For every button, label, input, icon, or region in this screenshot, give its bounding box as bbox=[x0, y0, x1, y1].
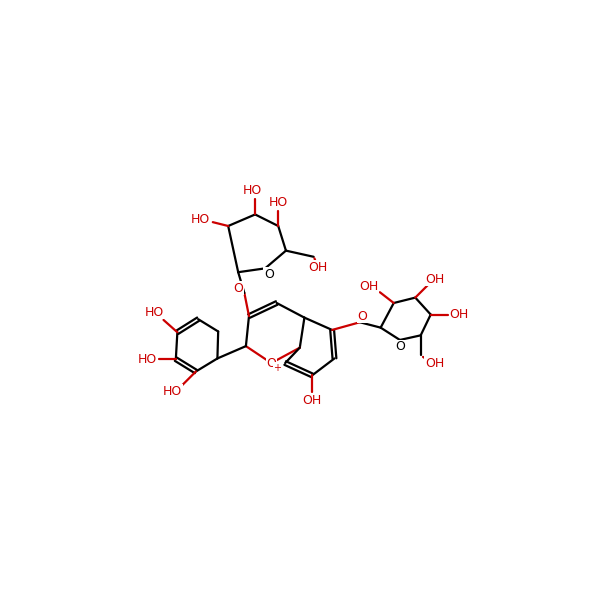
Text: O: O bbox=[266, 356, 276, 370]
Text: OH: OH bbox=[449, 308, 469, 321]
Text: OH: OH bbox=[308, 261, 327, 274]
Text: O: O bbox=[395, 340, 405, 353]
Text: HO: HO bbox=[145, 306, 164, 319]
Text: O: O bbox=[264, 268, 274, 281]
Text: OH: OH bbox=[359, 280, 379, 293]
Text: HO: HO bbox=[138, 353, 157, 366]
Text: OH: OH bbox=[302, 394, 322, 407]
Text: HO: HO bbox=[269, 196, 288, 209]
Text: HO: HO bbox=[191, 214, 210, 226]
Text: +: + bbox=[273, 362, 281, 373]
Text: HO: HO bbox=[163, 385, 182, 398]
Text: O: O bbox=[357, 310, 367, 323]
Text: OH: OH bbox=[425, 356, 444, 370]
Text: O: O bbox=[233, 282, 243, 295]
Text: OH: OH bbox=[425, 272, 445, 286]
Text: HO: HO bbox=[243, 184, 262, 197]
